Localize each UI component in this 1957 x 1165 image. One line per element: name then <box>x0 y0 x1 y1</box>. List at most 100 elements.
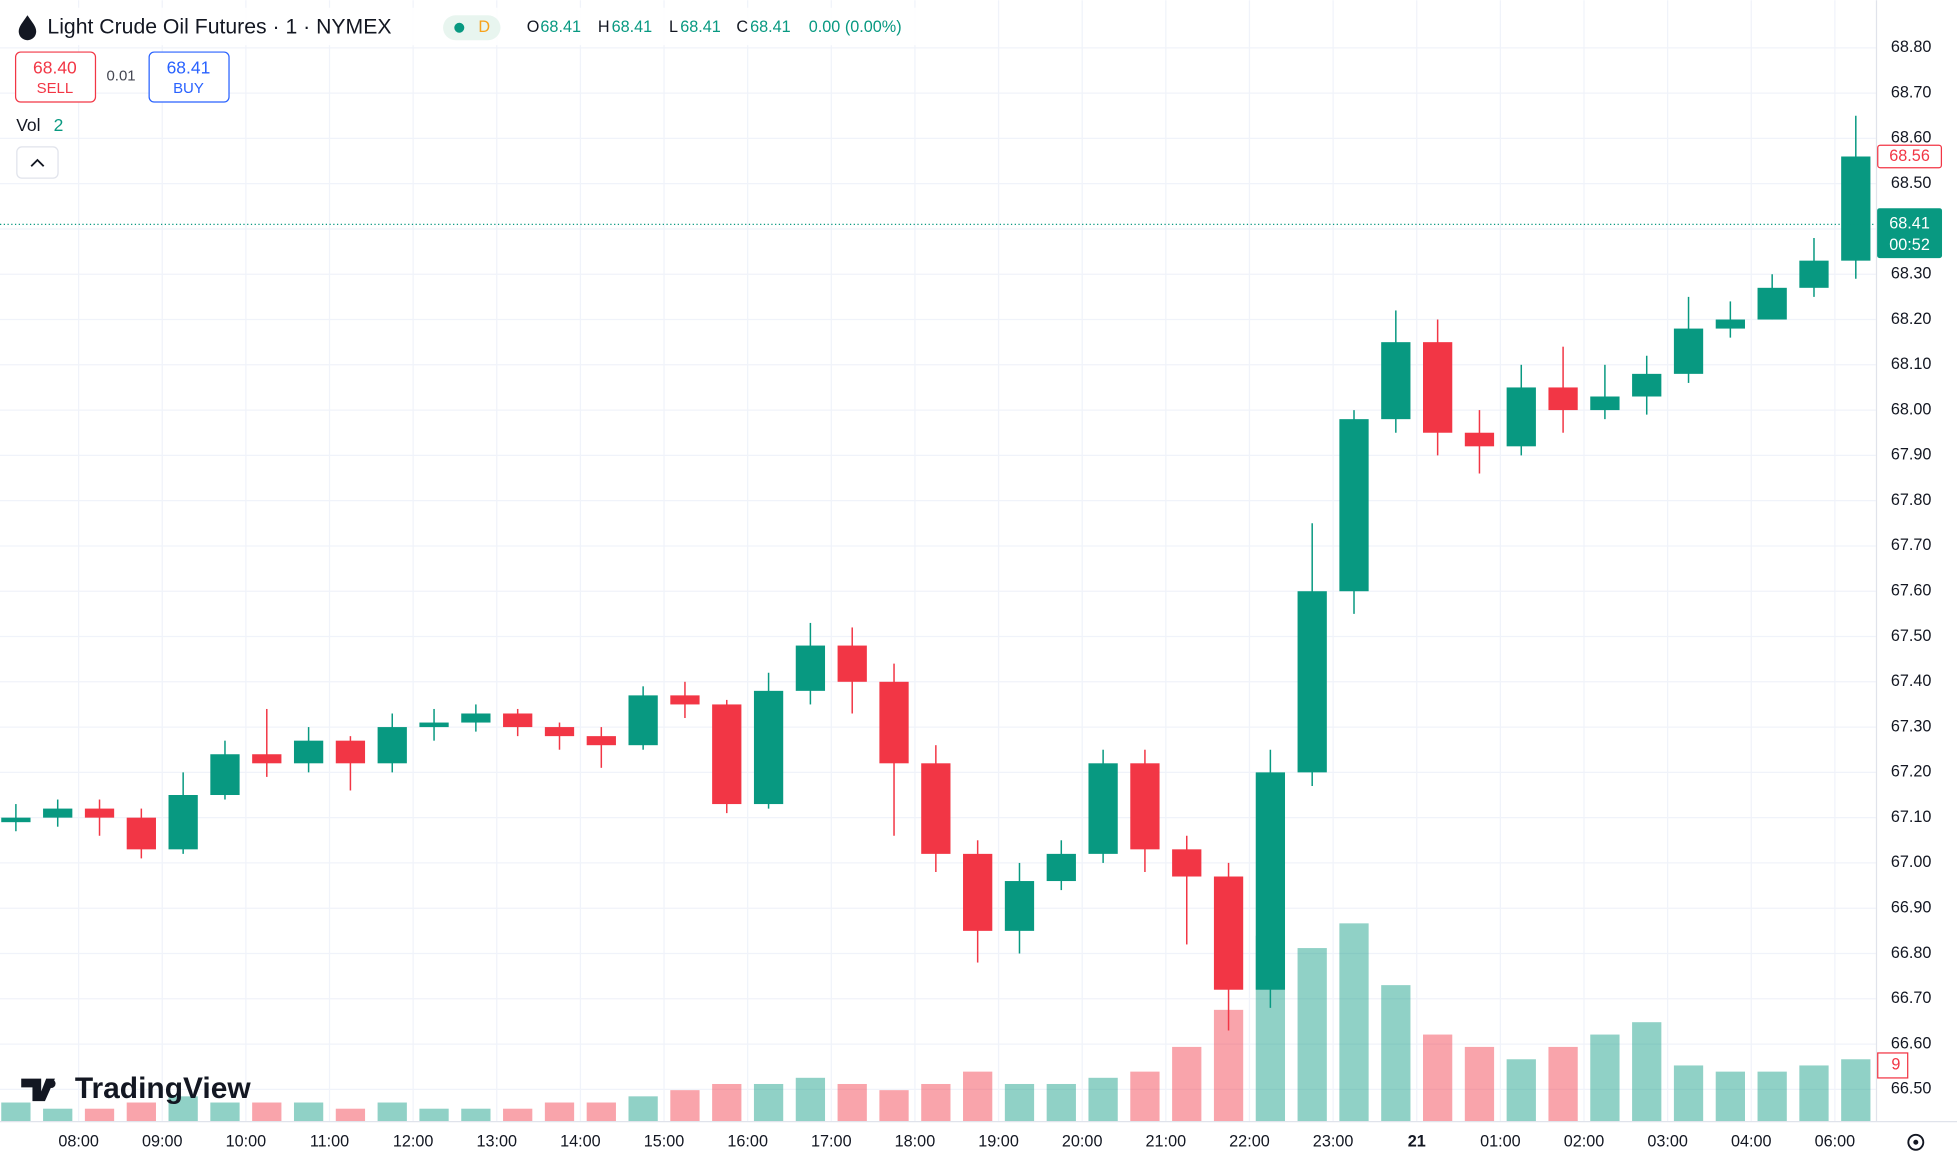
candle-body <box>670 695 700 705</box>
volume-bar <box>84 1108 115 1122</box>
x-tick-label: 21 <box>1408 1133 1426 1151</box>
volume-bar <box>1 1102 31 1122</box>
x-tick-label: 04:00 <box>1731 1133 1772 1151</box>
volume-bar <box>1590 1034 1620 1122</box>
volume-bar <box>1799 1065 1829 1122</box>
buy-price: 68.41 <box>167 58 211 78</box>
candle-body <box>628 695 658 746</box>
candle-body <box>1046 853 1076 882</box>
volume-bar <box>503 1108 533 1122</box>
y-tick-label: 67.40 <box>1891 672 1932 690</box>
brand-logo <box>21 1078 55 1102</box>
buy-label: BUY <box>173 80 204 97</box>
sell-price: 68.40 <box>33 58 77 78</box>
volume-bar <box>1548 1046 1578 1122</box>
candle-body <box>1423 342 1453 433</box>
ohlc-value: 68.41 <box>750 18 791 36</box>
volume-bar <box>252 1102 282 1122</box>
candle-body <box>335 740 366 764</box>
y-tick-label: 67.70 <box>1891 536 1932 554</box>
volume-bar <box>1130 1071 1160 1122</box>
volume-bar <box>1297 948 1327 1122</box>
y-tick-label: 67.50 <box>1891 627 1932 645</box>
sell-label: SELL <box>37 80 74 97</box>
volume-legend-value: 2 <box>54 115 64 135</box>
candle-body <box>1673 328 1704 374</box>
x-tick-label: 15:00 <box>644 1133 685 1151</box>
collapse-button[interactable] <box>16 146 59 179</box>
volume-bar <box>1004 1083 1035 1122</box>
volume-bar <box>1423 1034 1453 1122</box>
volume-bar <box>1632 1022 1662 1122</box>
volume-bar <box>1088 1077 1118 1122</box>
x-tick-label: 20:00 <box>1062 1133 1103 1151</box>
candle-body <box>43 808 73 818</box>
volume-bar <box>1673 1065 1704 1122</box>
volume-bar <box>461 1108 491 1122</box>
candle-body <box>1004 881 1035 931</box>
settings-icon[interactable] <box>1907 1133 1925 1151</box>
volume-bar <box>1506 1059 1536 1122</box>
volume-bar <box>293 1102 324 1122</box>
y-tick-label: 67.20 <box>1891 763 1932 781</box>
volume-bar <box>1172 1046 1202 1122</box>
volume-bar <box>670 1090 700 1122</box>
candle-body <box>753 690 784 805</box>
candle-body <box>1088 763 1118 854</box>
session-badge: D <box>478 18 490 36</box>
candle-body <box>1130 763 1160 850</box>
symbol-title[interactable]: Light Crude Oil Futures · 1 · NYMEX <box>47 15 391 38</box>
candle-body <box>1757 287 1787 320</box>
x-tick-label: 12:00 <box>393 1133 434 1151</box>
y-tick-label: 68.50 <box>1891 174 1932 192</box>
countdown-label: 00:52 <box>1889 236 1930 254</box>
candle-body <box>1841 156 1871 261</box>
y-tick-label: 68.80 <box>1891 38 1932 56</box>
brand: TradingView <box>21 1072 251 1105</box>
x-tick-label: 22:00 <box>1229 1133 1270 1151</box>
buy-button[interactable] <box>148 51 230 103</box>
y-tick-label: 68.70 <box>1891 83 1932 101</box>
y-tick-label: 67.00 <box>1891 853 1932 871</box>
candle-body <box>210 754 240 796</box>
y-tick-label: 66.50 <box>1891 1080 1932 1098</box>
volume-bar <box>1339 923 1369 1122</box>
x-tick-label: 09:00 <box>142 1133 183 1151</box>
y-tick-label: 68.10 <box>1891 355 1932 373</box>
x-tick-label: 19:00 <box>978 1133 1019 1151</box>
candle-body <box>879 681 909 764</box>
volume-bar <box>1464 1046 1495 1122</box>
y-tick-label: 67.10 <box>1891 808 1932 826</box>
ohlc-key: H <box>598 18 610 36</box>
candle-body <box>921 763 951 854</box>
y-tick-label: 66.90 <box>1891 898 1932 916</box>
y-tick-label: 68.60 <box>1891 129 1932 147</box>
x-tick-label: 06:00 <box>1815 1133 1856 1151</box>
x-tick-label: 08:00 <box>58 1133 99 1151</box>
x-tick-label: 01:00 <box>1480 1133 1521 1151</box>
x-tick-label: 13:00 <box>476 1133 517 1151</box>
volume-bar <box>1715 1071 1745 1122</box>
change: 0.00 (0.00%) <box>809 18 902 36</box>
y-tick-label: 66.80 <box>1891 944 1932 962</box>
candle-body <box>1464 432 1495 447</box>
candle-body <box>963 853 993 931</box>
ohlc-key: O <box>527 18 540 36</box>
candle-body <box>1715 319 1745 329</box>
chevron-icon <box>30 158 45 167</box>
spread: 0.01 <box>106 67 135 84</box>
candle-body <box>419 722 449 728</box>
legend: Light Crude Oil Futures · 1 · NYMEX D O … <box>0 7 924 46</box>
sell-button[interactable] <box>14 51 97 103</box>
x-tick-label: 17:00 <box>811 1133 852 1151</box>
candle-body <box>293 740 324 764</box>
marker-price-label: 68.56 <box>1889 147 1930 165</box>
candle-body <box>1339 419 1369 592</box>
volume-bar <box>377 1102 407 1122</box>
candle-body <box>503 713 533 728</box>
volume-bar <box>1841 1059 1871 1122</box>
y-tick-label: 66.70 <box>1891 989 1932 1007</box>
x-tick-label: 23:00 <box>1313 1133 1354 1151</box>
